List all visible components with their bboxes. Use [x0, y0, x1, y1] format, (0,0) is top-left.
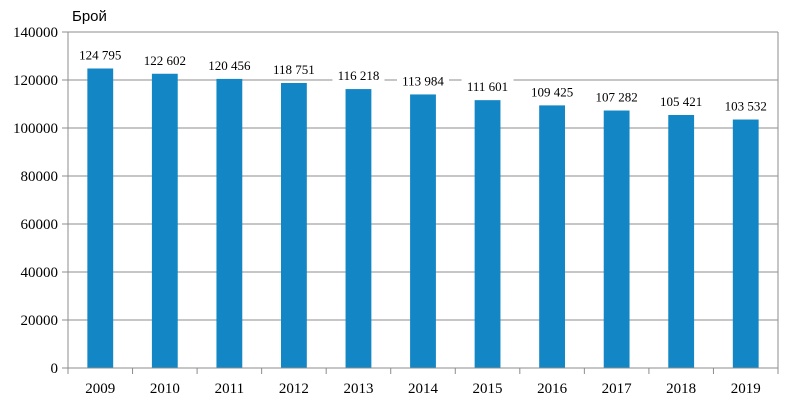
x-tick-label: 2015	[473, 381, 503, 397]
y-tick-label: 20000	[21, 313, 59, 329]
data-label-2012: 118 751	[273, 62, 315, 77]
data-label-bg	[461, 78, 514, 95]
y-tick-label: 40000	[21, 265, 59, 281]
bar-2011	[216, 78, 243, 368]
data-label-2009: 124 795	[79, 47, 121, 62]
data-label-bg	[719, 97, 772, 114]
data-label-2011: 120 456	[208, 58, 251, 73]
data-label-2015: 111 601	[467, 79, 508, 94]
bar-2018	[668, 114, 695, 369]
data-label-2010: 122 602	[144, 53, 186, 68]
x-tick-label: 2014	[408, 381, 439, 397]
x-axis-ticks: 2009 2010 2011 2012 2013 2014 2015 2016 2017 2018…	[67, 368, 779, 397]
x-tick-label: 2018	[666, 381, 696, 397]
bar-2017	[603, 110, 630, 369]
bar-2016	[539, 105, 565, 368]
data-label-bg	[203, 56, 256, 73]
x-tick-label: 2010	[150, 381, 180, 397]
data-label-bg	[590, 88, 643, 105]
data-label-bg	[74, 46, 127, 63]
bar-2009	[87, 68, 114, 368]
bar-2015	[474, 100, 501, 369]
x-tick-label: 2009	[85, 381, 115, 397]
bar-2013	[345, 89, 372, 369]
y-axis-ticks: 0 20000 40000 60000 80000 100000 120000 140000	[13, 25, 68, 377]
data-label-bg	[526, 83, 579, 100]
data-label-2018: 105 421	[660, 94, 702, 109]
data-label-2014: 113 984	[402, 73, 444, 88]
x-tick-label: 2019	[731, 381, 761, 397]
data-label-2017: 107 282	[596, 90, 638, 105]
data-label-2016: 109 425	[531, 84, 573, 99]
data-label-bg	[655, 92, 708, 109]
x-tick-label: 2013	[343, 381, 373, 397]
x-tick-label: 2016	[537, 381, 568, 397]
bars	[87, 68, 759, 369]
bar-2019	[732, 119, 759, 369]
data-label-2019: 103 532	[725, 99, 767, 114]
data-label-bg	[332, 67, 385, 84]
data-label-2013: 116 218	[338, 68, 380, 83]
y-tick-label: 0	[51, 361, 59, 377]
data-label-bg	[267, 60, 320, 77]
y-tick-label: 120000	[13, 73, 58, 89]
bar-2010	[151, 73, 178, 369]
y-tick-label: 140000	[13, 25, 58, 41]
data-label-bg	[138, 51, 191, 68]
y-axis-label: Брой	[72, 8, 107, 25]
x-tick-label: 2017	[602, 381, 633, 397]
x-tick-label: 2012	[279, 381, 309, 397]
data-labels: 124 795 122 602 120 456 118 751 116 218 113 9…	[74, 46, 772, 114]
bar-2012	[281, 82, 307, 369]
y-tick-label: 100000	[13, 121, 58, 137]
data-label-bg	[397, 72, 449, 89]
y-tick-label: 60000	[21, 217, 59, 233]
y-tick-label: 80000	[21, 169, 59, 185]
bar-2014	[410, 94, 436, 368]
x-tick-label: 2011	[215, 381, 244, 397]
